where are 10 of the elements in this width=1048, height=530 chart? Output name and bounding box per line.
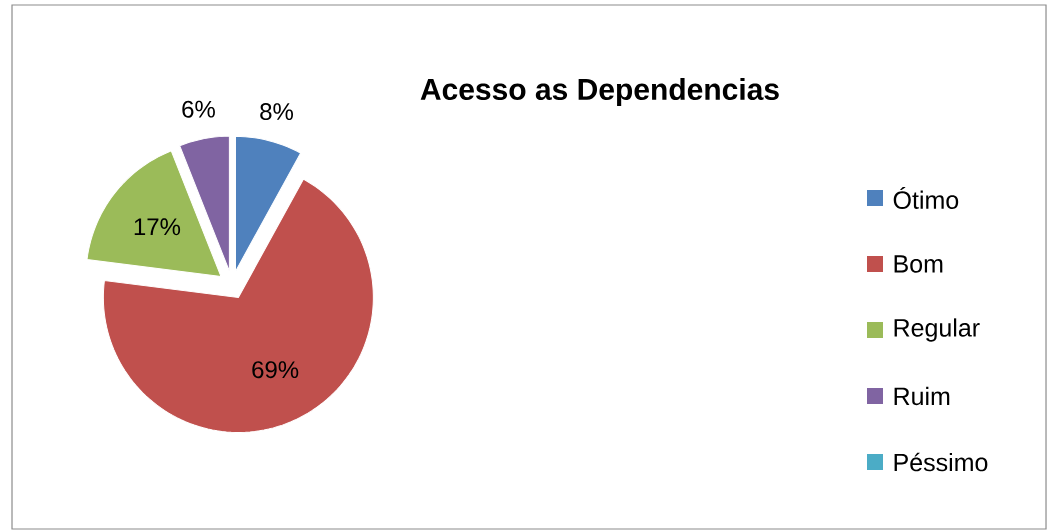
data-label: 69% — [252, 361, 299, 379]
data-label: 17% — [134, 218, 181, 236]
legend-label: Ótimo — [893, 187, 959, 209]
legend-label: Péssimo — [894, 452, 988, 472]
data-label: 8% — [260, 103, 294, 121]
chart-title: Acesso as Dependencias — [420, 78, 779, 106]
legend-label: Bom — [894, 255, 943, 273]
legend-label: Regular — [894, 318, 980, 342]
data-label: 6% — [182, 100, 215, 118]
legend-label: Ruim — [894, 386, 950, 406]
